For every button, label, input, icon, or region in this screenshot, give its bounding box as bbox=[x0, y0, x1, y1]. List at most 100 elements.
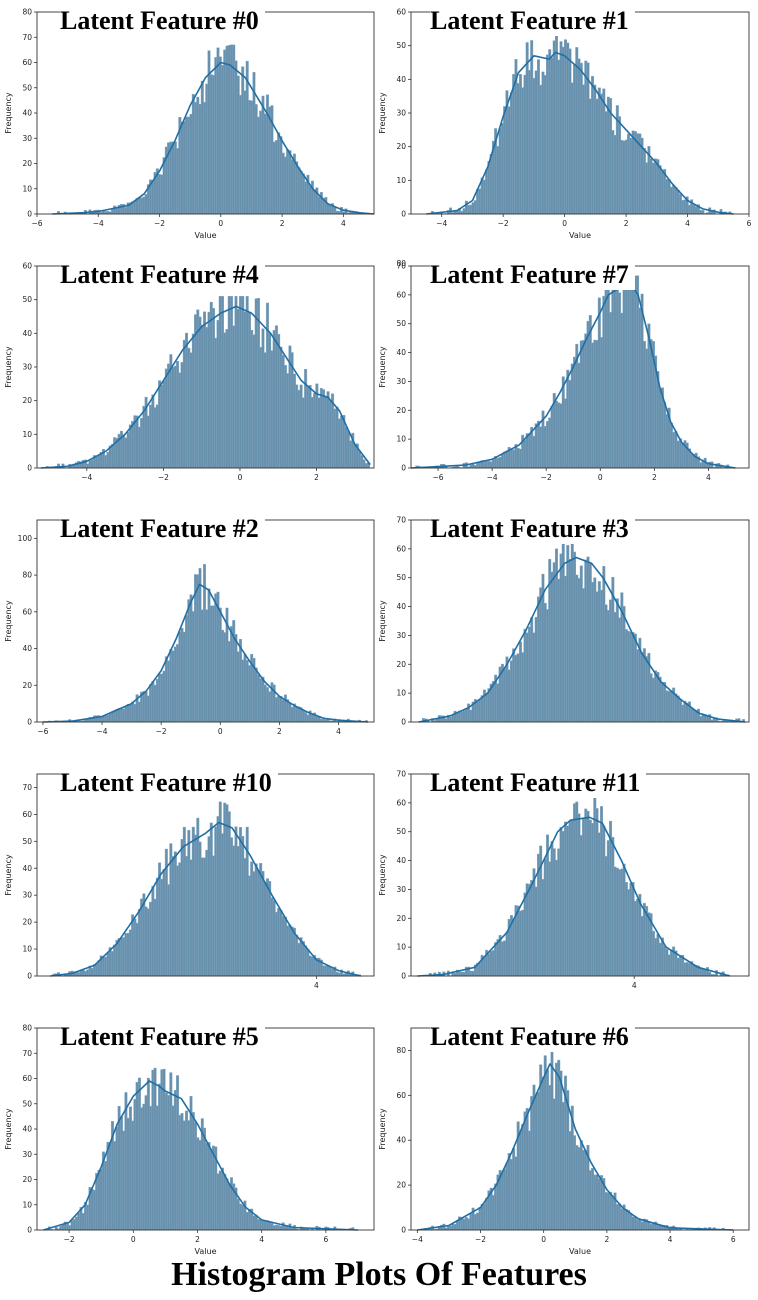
x-tick-label: −4 bbox=[81, 473, 92, 482]
chart-panel: 0 10 20 30 40 50 60 70 4 Frequency bbox=[378, 770, 750, 990]
x-tick-label: 2 bbox=[280, 219, 285, 228]
y-tick-label: 0 bbox=[401, 464, 406, 473]
panel-title: Latent Feature #3 bbox=[430, 514, 635, 544]
y-tick-label: 80 bbox=[396, 1046, 406, 1055]
y-tick-label: 50 bbox=[396, 573, 406, 582]
x-tick-label: 2 bbox=[604, 1235, 609, 1244]
y-tick-label: 50 bbox=[22, 837, 32, 846]
y-tick-label: 60 bbox=[396, 8, 406, 17]
y-tick-label: 40 bbox=[396, 602, 406, 611]
panel-title: Latent Feature #11 bbox=[430, 768, 647, 798]
x-tick-label: 4 bbox=[685, 219, 690, 228]
x-tick-label: 0 bbox=[598, 473, 603, 482]
y-tick-label: 60 bbox=[396, 1091, 406, 1100]
histogram-bars bbox=[45, 1067, 355, 1231]
x-tick-label: −2 bbox=[541, 473, 552, 482]
y-tick-label: 10 bbox=[396, 435, 406, 444]
y-tick-label: 10 bbox=[22, 1200, 32, 1209]
y-tick-label: 60 bbox=[396, 290, 406, 299]
y-tick-label: 10 bbox=[396, 943, 406, 952]
y-tick-label: 60 bbox=[22, 1074, 32, 1083]
y-tick-label: 10 bbox=[22, 184, 32, 193]
histogram-bars bbox=[52, 801, 362, 977]
histogram-bars bbox=[57, 44, 373, 215]
panel-title: Latent Feature #0 bbox=[60, 6, 265, 36]
kde-curve bbox=[417, 1063, 734, 1231]
y-tick-label: 40 bbox=[22, 109, 32, 118]
x-tick-label: 2 bbox=[195, 1235, 200, 1244]
y-tick-label: 20 bbox=[396, 142, 406, 151]
x-tick-label: 4 bbox=[336, 727, 341, 736]
panel-title: Latent Feature #5 bbox=[60, 1022, 265, 1052]
panel-title: Latent Feature #6 bbox=[430, 1022, 635, 1052]
y-tick-label: 40 bbox=[396, 1136, 406, 1145]
y-tick-label: 30 bbox=[22, 363, 32, 372]
y-tick-label: 60 bbox=[22, 262, 32, 271]
y-axis-label: Frequency bbox=[378, 1108, 387, 1150]
x-tick-label: 4 bbox=[314, 981, 319, 990]
y-tick-label: 70 bbox=[22, 1049, 32, 1058]
y-tick-label: 70 bbox=[22, 33, 32, 42]
y-tick-label: 0 bbox=[27, 464, 32, 473]
y-tick-label: 40 bbox=[22, 644, 32, 653]
x-tick-label: −2 bbox=[475, 1235, 486, 1244]
y-axis-label: Frequency bbox=[4, 346, 13, 388]
x-tick-label: 6 bbox=[731, 1235, 736, 1244]
histogram-bars bbox=[417, 1038, 732, 1231]
y-axis-label: Frequency bbox=[378, 600, 387, 642]
x-tick-label: 4 bbox=[259, 1235, 264, 1244]
kde-curve bbox=[52, 61, 375, 215]
x-tick-label: 0 bbox=[218, 727, 223, 736]
x-tick-label: 0 bbox=[562, 219, 567, 228]
y-tick-label: 70 bbox=[396, 770, 406, 779]
y-tick-label: 20 bbox=[22, 159, 32, 168]
y-tick-label: 60 bbox=[22, 810, 32, 819]
kde-curve bbox=[417, 816, 731, 977]
y-tick-label: 50 bbox=[22, 295, 32, 304]
x-tick-label: 0 bbox=[238, 473, 243, 482]
kde-curve bbox=[418, 556, 746, 723]
y-tick-label: 40 bbox=[396, 348, 406, 357]
figure-title: Histogram Plots Of Features bbox=[171, 1256, 587, 1293]
x-tick-label: 0 bbox=[131, 1235, 136, 1244]
y-tick-label: 80 bbox=[396, 259, 406, 268]
x-tick-label: −6 bbox=[433, 473, 444, 482]
kde-curve bbox=[42, 583, 369, 723]
panel-title: Latent Feature #1 bbox=[430, 6, 635, 36]
x-tick-label: 4 bbox=[341, 219, 346, 228]
y-tick-label: 80 bbox=[22, 1024, 32, 1033]
x-tick-label: −2 bbox=[498, 219, 509, 228]
y-tick-label: 80 bbox=[22, 571, 32, 580]
kde-curve bbox=[40, 305, 371, 469]
x-tick-label: −2 bbox=[156, 727, 167, 736]
x-tick-label: −4 bbox=[487, 473, 498, 482]
histogram-bars bbox=[413, 271, 732, 469]
y-tick-label: 30 bbox=[22, 1150, 32, 1159]
y-tick-label: 40 bbox=[22, 329, 32, 338]
y-tick-label: 50 bbox=[396, 41, 406, 50]
y-tick-label: 60 bbox=[22, 607, 32, 616]
y-tick-label: 20 bbox=[22, 918, 32, 927]
x-tick-label: −2 bbox=[158, 473, 169, 482]
y-axis-label: Frequency bbox=[4, 854, 13, 896]
x-tick-label: 0 bbox=[541, 1235, 546, 1244]
x-axis-label: Value bbox=[195, 231, 217, 240]
y-tick-label: 80 bbox=[22, 8, 32, 17]
kde-curve bbox=[410, 282, 736, 469]
x-tick-label: −4 bbox=[93, 219, 104, 228]
x-tick-label: 0 bbox=[218, 219, 223, 228]
y-tick-label: 70 bbox=[396, 262, 406, 271]
chart-panel: 0 10 20 30 40 50 60 70 4 Frequency bbox=[4, 773, 375, 990]
y-tick-label: 40 bbox=[396, 75, 406, 84]
y-tick-label: 30 bbox=[396, 109, 406, 118]
x-tick-label: −4 bbox=[97, 727, 108, 736]
chart-panel: 0 10 20 30 40 50 60 70 Frequency bbox=[378, 516, 750, 727]
y-tick-label: 40 bbox=[396, 856, 406, 865]
histogram-bars bbox=[45, 296, 371, 469]
y-axis-label: Frequency bbox=[4, 600, 13, 642]
y-tick-label: 30 bbox=[22, 891, 32, 900]
y-tick-label: 0 bbox=[27, 972, 32, 981]
y-tick-label: 20 bbox=[22, 1175, 32, 1184]
